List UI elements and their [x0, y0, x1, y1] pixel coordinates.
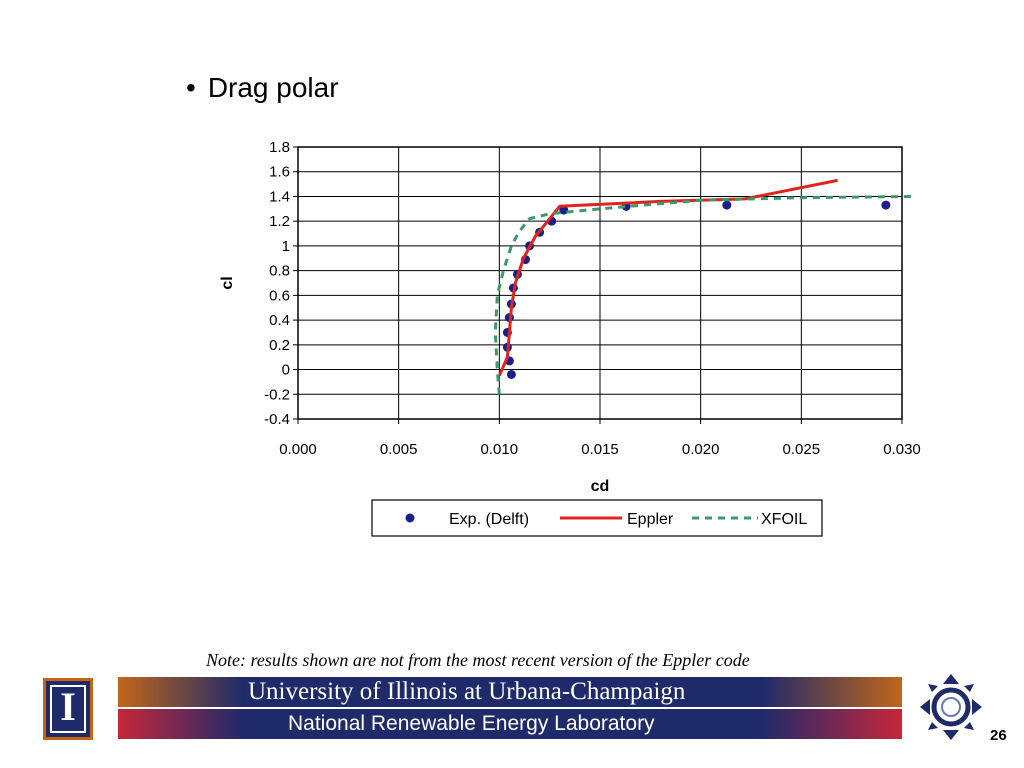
drag-polar-chart: 1.8 1.6 1.4 1.2 1 0.8 0.6 0.4 0.2 0 -0.2 -0.4 0.000 0…	[219, 139, 921, 537]
data-point-exp-delft	[881, 200, 891, 210]
y-tick-label: 1.4	[269, 188, 290, 205]
y-tick-label: 0.2	[269, 337, 290, 354]
x-tick-label: 0.030	[883, 441, 921, 458]
page-number: 26	[990, 727, 1007, 744]
y-tick-label: 1.2	[269, 213, 290, 230]
x-axis-label: cd	[591, 478, 610, 495]
data-point-exp-delft	[722, 200, 732, 210]
uiuc-bar	[118, 677, 902, 707]
uiuc-logo: I	[43, 678, 93, 740]
legend-label-eppler: Eppler	[627, 511, 674, 528]
y-tick-label: 0	[282, 362, 290, 379]
legend-label-exp-delft: Exp. (Delft)	[449, 511, 529, 528]
nrel-bar	[118, 709, 902, 739]
y-tick-label: 1.8	[269, 139, 290, 156]
x-tick-label: 0.005	[380, 441, 418, 458]
y-tick-label: 0.6	[269, 287, 290, 304]
series-line-xfoil	[493, 195, 913, 395]
x-tick-label: 0.015	[581, 441, 619, 458]
y-tick-label: 1.6	[269, 164, 290, 181]
data-point-exp-delft	[559, 205, 569, 215]
x-tick-label: 0.010	[481, 441, 519, 458]
bullet-glyph: •	[186, 72, 196, 103]
plot-frame	[297, 146, 903, 420]
footnote: Note: results shown are not from the mos…	[206, 650, 750, 670]
y-tick-label: 1	[282, 238, 290, 255]
legend-marker-exp-delft	[405, 513, 415, 523]
data-point-exp-delft	[506, 369, 516, 379]
slide-title: Drag polar	[207, 72, 339, 103]
y-tick-label: -0.2	[264, 386, 290, 403]
y-axis-label: cl	[219, 276, 236, 289]
x-tick-label: 0.025	[783, 441, 821, 458]
x-tick-label: 0.020	[682, 441, 720, 458]
slide-bullet: • Drag polar	[186, 72, 339, 104]
x-tick-label: 0.000	[279, 441, 317, 458]
y-tick-label: -0.4	[264, 411, 290, 428]
y-tick-label: 0.4	[269, 312, 290, 329]
nrel-label: National Renewable Energy Laboratory	[288, 712, 655, 735]
nrel-logo-icon	[920, 674, 982, 740]
legend-label-xfoil: XFOIL	[761, 511, 807, 528]
uiuc-label: University of Illinois at Urbana-Champai…	[248, 678, 686, 705]
y-tick-label: 0.8	[269, 263, 290, 280]
